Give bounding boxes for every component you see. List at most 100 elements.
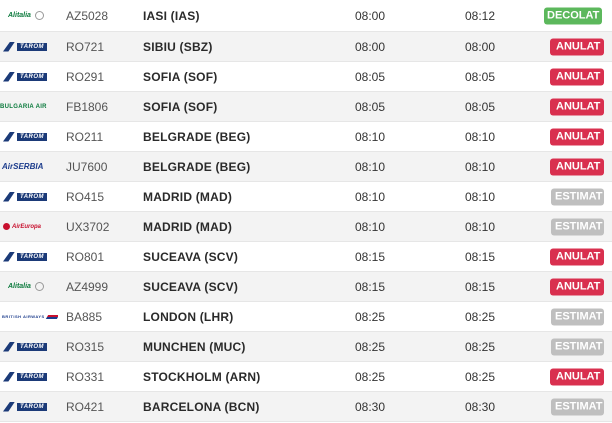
flight-number: RO421 <box>66 399 105 414</box>
flight-number: FB1806 <box>66 99 109 114</box>
estimated-time: 08:05 <box>465 99 496 114</box>
scheduled-time: 08:15 <box>355 279 386 294</box>
tarom-wing-icon <box>3 341 15 352</box>
tarom-wing-icon <box>3 71 15 82</box>
status-badge: ANULAT <box>550 368 604 385</box>
estimated-time: 08:10 <box>465 129 496 144</box>
tarom-wing-icon <box>3 251 15 262</box>
scheduled-time: 08:15 <box>355 249 386 264</box>
flight-row[interactable]: AirEuropa UX3702 MADRID (MAD) 08:10 08:1… <box>0 212 612 242</box>
estimated-time: 08:05 <box>465 69 496 84</box>
tarom-logo: TAROM <box>0 38 58 56</box>
flight-number: BA885 <box>66 309 103 324</box>
scheduled-time: 08:25 <box>355 339 386 354</box>
status-badge: ANULAT <box>550 278 604 295</box>
tarom-logo: TAROM <box>0 128 58 146</box>
speedmarque-icon <box>45 314 58 319</box>
tarom-logo: TAROM <box>0 368 58 386</box>
scheduled-time: 08:10 <box>355 219 386 234</box>
estimated-time: 08:10 <box>465 159 496 174</box>
air-europa-emblem-icon <box>3 223 10 230</box>
status-badge: ESTIMAT <box>551 308 604 325</box>
estimated-time: 08:12 <box>465 8 496 23</box>
flight-number: RO801 <box>66 249 105 264</box>
estimated-time: 08:10 <box>465 219 496 234</box>
flight-number: JU7600 <box>66 159 108 174</box>
flight-number: RO291 <box>66 69 105 84</box>
tarom-logo: TAROM <box>0 68 58 86</box>
flight-row[interactable]: TAROM RO421 BARCELONA (BCN) 08:30 08:30 … <box>0 392 612 422</box>
destination: BELGRADE (BEG) <box>143 159 251 174</box>
estimated-time: 08:15 <box>465 249 496 264</box>
tarom-wing-icon <box>3 191 15 202</box>
destination: IASI (IAS) <box>143 8 200 23</box>
status-badge: ANULAT <box>550 38 604 55</box>
flight-number: RO721 <box>66 39 105 54</box>
scheduled-time: 08:30 <box>355 399 386 414</box>
scheduled-time: 08:05 <box>355 69 386 84</box>
status-badge: ESTIMAT <box>551 218 604 235</box>
destination: MUNCHEN (MUC) <box>143 339 246 354</box>
tarom-wing-icon <box>3 401 15 412</box>
destination: SUCEAVA (SCV) <box>143 249 239 264</box>
destination: SOFIA (SOF) <box>143 99 218 114</box>
tarom-wing-icon <box>3 131 15 142</box>
alitalia-logo: Alitalia <box>0 7 58 25</box>
scheduled-time: 08:25 <box>355 369 386 384</box>
flight-row[interactable]: TAROM RO721 SIBIU (SBZ) 08:00 08:00 ANUL… <box>0 32 612 62</box>
scheduled-time: 08:10 <box>355 129 386 144</box>
air-europa-logo: AirEuropa <box>0 218 58 236</box>
tarom-logo: TAROM <box>0 338 58 356</box>
estimated-time: 08:00 <box>465 39 496 54</box>
flight-row[interactable]: Alitalia AZ4999 SUCEAVA (SCV) 08:15 08:1… <box>0 272 612 302</box>
flight-row[interactable]: BULGARIA AIR FB1806 SOFIA (SOF) 08:05 08… <box>0 92 612 122</box>
destination: MADRID (MAD) <box>143 189 233 204</box>
status-badge: ANULAT <box>550 128 604 145</box>
status-badge: ANULAT <box>550 68 604 85</box>
flight-row[interactable]: TAROM RO291 SOFIA (SOF) 08:05 08:05 ANUL… <box>0 62 612 92</box>
tarom-wing-icon <box>3 371 15 382</box>
tarom-logo: TAROM <box>0 248 58 266</box>
flight-row[interactable]: TAROM RO211 BELGRADE (BEG) 08:10 08:10 A… <box>0 122 612 152</box>
alitalia-logo: Alitalia <box>0 278 58 296</box>
tarom-logo: TAROM <box>0 188 58 206</box>
status-badge: ANULAT <box>550 158 604 175</box>
tarom-logo: TAROM <box>0 398 58 416</box>
flight-number: UX3702 <box>66 219 110 234</box>
flight-row[interactable]: AirSERBIA JU7600 BELGRADE (BEG) 08:10 08… <box>0 152 612 182</box>
status-badge: ANULAT <box>550 248 604 265</box>
status-badge: ESTIMAT <box>551 338 604 355</box>
flight-number: RO331 <box>66 369 105 384</box>
destination: SIBIU (SBZ) <box>143 39 213 54</box>
destination: MADRID (MAD) <box>143 219 233 234</box>
flight-row[interactable]: TAROM RO801 SUCEAVA (SCV) 08:15 08:15 AN… <box>0 242 612 272</box>
flight-number: RO415 <box>66 189 105 204</box>
status-badge: ANULAT <box>550 98 604 115</box>
scheduled-time: 08:10 <box>355 159 386 174</box>
scheduled-time: 08:05 <box>355 99 386 114</box>
flight-row[interactable]: TAROM RO315 MUNCHEN (MUC) 08:25 08:25 ES… <box>0 332 612 362</box>
estimated-time: 08:25 <box>465 369 496 384</box>
scheduled-time: 08:25 <box>355 309 386 324</box>
flight-number: AZ4999 <box>66 279 109 294</box>
scheduled-time: 08:00 <box>355 8 386 23</box>
destination: BARCELONA (BCN) <box>143 399 260 414</box>
flight-row[interactable]: TAROM RO331 STOCKHOLM (ARN) 08:25 08:25 … <box>0 362 612 392</box>
destination: SUCEAVA (SCV) <box>143 279 239 294</box>
flight-row[interactable]: BRITISH AIRWAYS BA885 LONDON (LHR) 08:25… <box>0 302 612 332</box>
estimated-time: 08:25 <box>465 309 496 324</box>
estimated-time: 08:30 <box>465 399 496 414</box>
flight-row[interactable]: Alitalia AZ5028 IASI (IAS) 08:00 08:12 D… <box>0 0 612 32</box>
tarom-wing-icon <box>3 41 15 52</box>
status-badge: ESTIMAT <box>551 188 604 205</box>
destination: LONDON (LHR) <box>143 309 234 324</box>
flight-row[interactable]: TAROM RO415 MADRID (MAD) 08:10 08:10 EST… <box>0 182 612 212</box>
status-badge: ESTIMAT <box>551 398 604 415</box>
scheduled-time: 08:10 <box>355 189 386 204</box>
scheduled-time: 08:00 <box>355 39 386 54</box>
status-badge: DECOLAT <box>544 7 602 24</box>
estimated-time: 08:15 <box>465 279 496 294</box>
flight-number: RO211 <box>66 129 104 144</box>
estimated-time: 08:25 <box>465 339 496 354</box>
